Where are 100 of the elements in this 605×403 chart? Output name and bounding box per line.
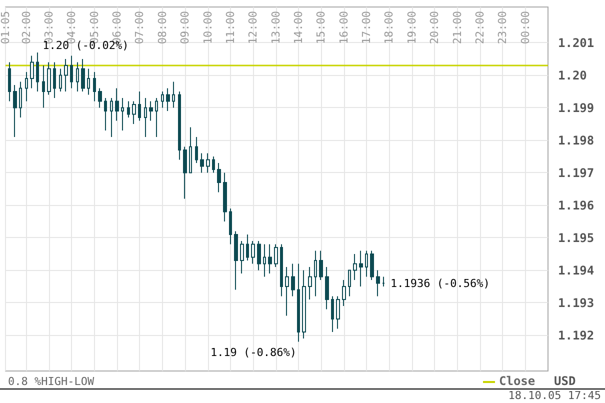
candlestick (81, 58, 85, 92)
candlestick (70, 55, 73, 89)
x-tick-label: 21:00 (450, 11, 464, 44)
candlestick (206, 152, 210, 174)
x-tick-label: 15:00 (314, 11, 328, 44)
candlestick (172, 81, 175, 108)
text: 18.10.05 17:45 (508, 389, 602, 402)
candlestick (359, 250, 363, 287)
candlestick (104, 98, 107, 131)
candlestick (370, 250, 374, 280)
candlestick (195, 136, 198, 164)
candlestick (19, 81, 22, 118)
candlestick (13, 84, 17, 138)
candlestick (212, 156, 215, 174)
candlestick (127, 100, 130, 118)
candlestick (302, 270, 306, 339)
x-tick-label: 10:00 (201, 11, 214, 44)
candlestick (98, 88, 102, 108)
candlestick (314, 250, 317, 297)
candlestick (8, 62, 11, 102)
y-axis-title: USD (554, 374, 576, 388)
y-tick-label: 1.20 (558, 68, 587, 82)
x-tick-label: 23:00 (496, 11, 510, 44)
candlestick (376, 270, 380, 297)
candlestick (166, 88, 170, 112)
candlestick (257, 240, 261, 271)
candlestick (297, 263, 300, 342)
candlestick (234, 230, 238, 290)
candlestick (240, 240, 244, 274)
x-tick-label: 18:00 (382, 11, 396, 44)
candlestick (42, 65, 45, 108)
candlestick (121, 98, 124, 131)
annotation: 1.19 (-0.86%) (210, 346, 297, 359)
y-tick-label: 1.198 (558, 133, 594, 148)
candlestick (132, 100, 136, 124)
x-tick-label: 09:00 (178, 11, 192, 44)
x-tick-label: 08:00 (156, 11, 169, 44)
y-tick-label: 1.196 (558, 198, 594, 212)
candlestick (365, 250, 368, 278)
candlestick (189, 126, 192, 174)
candlestick (382, 276, 385, 287)
y-tick-label: 1.194 (558, 263, 594, 278)
candlestick (138, 91, 141, 122)
candlestick (353, 254, 357, 280)
candlestick (319, 250, 323, 280)
candlestick (144, 98, 147, 138)
candlestick (263, 244, 266, 278)
candlestick (110, 98, 113, 138)
x-tick-label: 22:00 (473, 11, 486, 44)
candlestick (183, 146, 187, 200)
text: 0.8 %HIGH-LOW (8, 375, 94, 388)
candlestick (161, 91, 164, 108)
candlestick (87, 68, 90, 96)
candlestick (149, 100, 153, 122)
candlestick (251, 240, 255, 264)
candlestick (308, 266, 312, 300)
x-tick-label: 11:00 (224, 11, 237, 44)
candlestick (47, 62, 51, 96)
x-tick-label: 20:00 (428, 11, 442, 44)
x-tick-label: 01:05 (0, 11, 12, 44)
candlestick (200, 152, 204, 174)
candlestick (246, 234, 249, 261)
candlestick (331, 296, 334, 332)
candlestick (30, 55, 34, 89)
candlestick (64, 58, 68, 92)
candlestick (115, 88, 119, 122)
candlestick (336, 296, 340, 330)
x-tick-label: 17:00 (360, 11, 374, 44)
candlestick (268, 244, 272, 274)
x-tick-label: 14:00 (292, 11, 305, 44)
annotation: 1.1936 (-0.56%) (390, 276, 490, 290)
y-tick-label: 1.197 (558, 166, 594, 180)
candlestick (25, 72, 28, 102)
y-tick-label: 1.199 (558, 100, 594, 115)
candlestick (217, 162, 221, 193)
x-tick-label: 00:00 (518, 11, 532, 44)
candlestick (229, 208, 232, 245)
candlestick (280, 244, 283, 297)
candlestick (36, 52, 39, 92)
candlestick (291, 263, 295, 297)
x-tick-label: 19:00 (405, 11, 418, 44)
x-tick-label: 02:00 (20, 11, 33, 44)
candlestick (93, 72, 96, 102)
candlestick (274, 244, 278, 268)
candlestick (76, 62, 79, 92)
x-tick-label: 07:00 (133, 11, 146, 44)
candlestick (348, 270, 351, 297)
candlestick (285, 266, 289, 316)
x-tick-label: 12:00 (246, 11, 260, 44)
candlestick (325, 266, 329, 310)
legend-label: Close (499, 374, 536, 388)
candlestick (342, 280, 346, 306)
y-tick-label: 1.201 (558, 36, 594, 50)
candlestick (53, 62, 56, 98)
x-tick-label: 13:00 (269, 11, 282, 44)
candlestick (178, 91, 181, 160)
x-tick-label: 16:00 (337, 11, 350, 44)
y-tick-label: 1.193 (558, 296, 594, 310)
candlestick (155, 98, 158, 138)
y-tick-label: 1.195 (558, 230, 594, 245)
